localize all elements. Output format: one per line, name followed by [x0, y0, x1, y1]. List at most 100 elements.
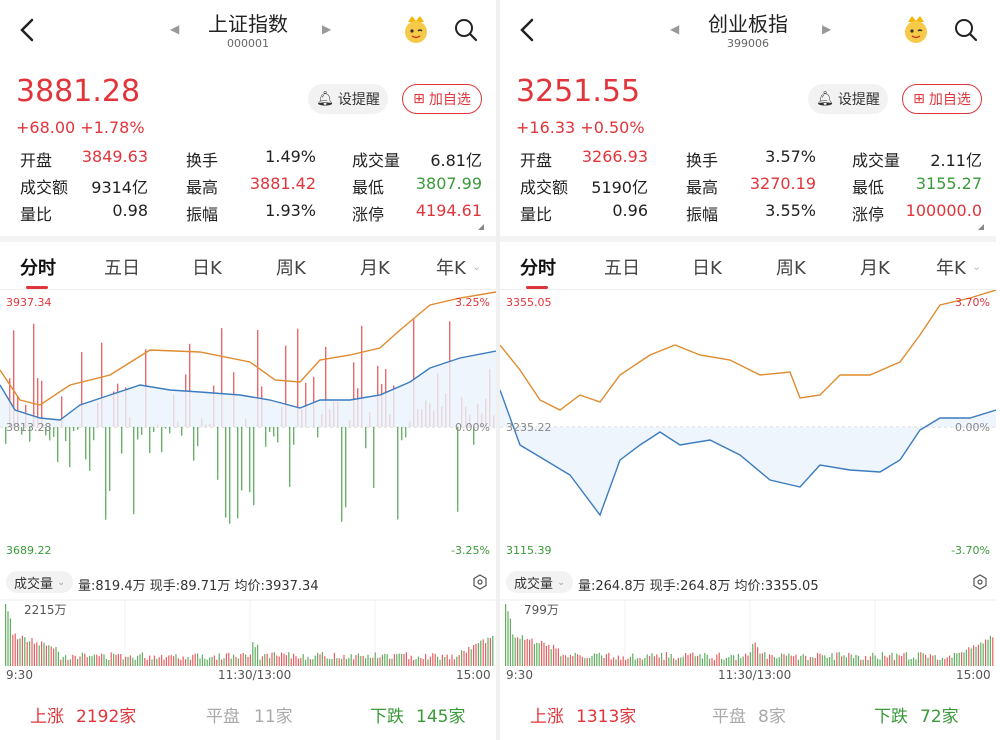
add-favorite-button[interactable]: ⊞ 加自选: [402, 84, 482, 114]
volume-bar: [903, 653, 905, 666]
volume-bar: [785, 655, 787, 666]
current-price: 3251.55: [516, 74, 641, 109]
volume-bar: [627, 658, 629, 666]
bell-icon: 🔔︎: [816, 91, 834, 107]
tab-0[interactable]: 分时: [520, 258, 556, 279]
average-line: [0, 291, 496, 406]
volume-bar: [336, 658, 338, 666]
tab-5[interactable]: 年K: [936, 258, 966, 279]
tab-2[interactable]: 日K: [192, 258, 222, 279]
volume-bar: [341, 658, 343, 666]
tab-separator: [500, 289, 996, 290]
year-k-chevron-icon: ⌄: [472, 260, 482, 273]
volume-tag-label: 成交量: [14, 576, 54, 592]
volume-bar: [122, 659, 124, 666]
volume-bar: [836, 652, 838, 666]
volume-bar: [615, 659, 617, 666]
index-code: 000001: [227, 37, 269, 50]
volume-bar: [422, 659, 424, 666]
prev-index-icon[interactable]: ◀: [170, 22, 180, 36]
tab-3[interactable]: 周K: [276, 258, 306, 279]
net-flow-bar: [89, 427, 91, 471]
volume-bar: [381, 654, 383, 666]
volume-bar: [862, 659, 864, 666]
volume-bar: [507, 611, 509, 666]
search-icon[interactable]: [953, 17, 979, 43]
expand-corner-icon[interactable]: [978, 224, 984, 230]
market-breadth: 上涨 1313家 平盘 8家 下跌 72家: [500, 696, 996, 732]
net-flow-bar: [401, 427, 403, 441]
net-flow-bar: [353, 362, 355, 427]
next-index-icon[interactable]: ▶: [322, 22, 332, 36]
expand-corner-icon[interactable]: [478, 224, 484, 230]
volume-bar: [805, 655, 807, 666]
stat-value: 5190亿: [591, 178, 648, 197]
volume-bar: [764, 652, 766, 666]
prev-index-icon[interactable]: ◀: [670, 22, 680, 36]
net-flow-bar: [229, 427, 231, 524]
volume-bar: [634, 659, 636, 666]
volume-bar: [766, 658, 768, 666]
mascot-icon[interactable]: [900, 14, 932, 44]
volume-bar: [93, 654, 95, 666]
volume-bar: [65, 655, 67, 666]
intraday-chart[interactable]: 3355.05 3235.22 3115.39 3.70% 0.00% -3.70%: [500, 290, 996, 565]
volume-bar: [5, 604, 7, 666]
tab-2[interactable]: 日K: [692, 258, 722, 279]
volume-bar: [293, 653, 295, 666]
net-flow-bar: [197, 427, 199, 447]
stat-value: 3.57%: [765, 147, 816, 166]
set-alert-button[interactable]: 🔔︎ 设提醒: [808, 84, 888, 114]
add-favorite-button[interactable]: ⊞ 加自选: [902, 84, 982, 114]
volume-bar: [817, 653, 819, 666]
tab-4[interactable]: 月K: [860, 258, 890, 279]
volume-chart[interactable]: 799万: [500, 598, 996, 668]
tab-4[interactable]: 月K: [360, 258, 390, 279]
net-flow-bar: [149, 427, 151, 454]
volume-bar: [711, 658, 713, 666]
intraday-chart[interactable]: 3937.34 3813.28 3689.22 3.25% 0.00% -3.25%: [0, 290, 496, 565]
volume-bar: [526, 638, 528, 666]
volume-bar: [84, 653, 86, 666]
net-flow-bar: [277, 427, 279, 443]
net-flow-bar: [305, 382, 307, 427]
volume-bar: [843, 655, 845, 666]
set-alert-button[interactable]: 🔔︎ 设提醒: [308, 84, 388, 114]
volume-bar: [108, 659, 110, 666]
volume-bar: [475, 643, 477, 666]
volume-indicator-select[interactable]: 成交量 ⌄: [6, 571, 74, 593]
tab-1[interactable]: 五日: [104, 258, 140, 279]
net-flow-bar: [121, 427, 123, 454]
volume-bar: [613, 657, 615, 666]
volume-bar: [281, 652, 283, 666]
stat-label: 成交额: [520, 178, 569, 197]
next-index-icon[interactable]: ▶: [822, 22, 832, 36]
tab-3[interactable]: 周K: [776, 258, 806, 279]
back-arrow-icon[interactable]: [516, 16, 540, 44]
tab-5[interactable]: 年K: [436, 258, 466, 279]
tab-0[interactable]: 分时: [20, 258, 56, 279]
volume-bar: [949, 655, 951, 666]
stat-label: 振幅: [686, 205, 719, 224]
volume-bar: [465, 652, 467, 666]
settings-hexagon-icon[interactable]: [472, 574, 488, 590]
stat-value: 3807.99: [415, 174, 482, 193]
settings-hexagon-icon[interactable]: [972, 574, 988, 590]
tab-1[interactable]: 五日: [604, 258, 640, 279]
search-icon[interactable]: [453, 17, 479, 43]
volume-bar: [860, 659, 862, 666]
volume-bar: [62, 656, 64, 666]
top-bar: ◀ 创业板指 399006 ▶: [500, 0, 996, 60]
up-count: 1313家: [576, 707, 637, 727]
volume-chart[interactable]: 2215万: [0, 598, 496, 668]
stat-label: 成交量: [352, 151, 401, 170]
volume-bar: [21, 635, 23, 666]
volume-bar: [24, 637, 26, 666]
net-flow-bar: [161, 427, 163, 453]
mascot-icon[interactable]: [400, 14, 432, 44]
volume-indicator-select[interactable]: 成交量 ⌄: [506, 571, 574, 593]
volume-bar: [653, 656, 655, 666]
volume-bar: [929, 654, 931, 666]
back-arrow-icon[interactable]: [16, 16, 40, 44]
stat-value: 6.81亿: [430, 151, 482, 170]
